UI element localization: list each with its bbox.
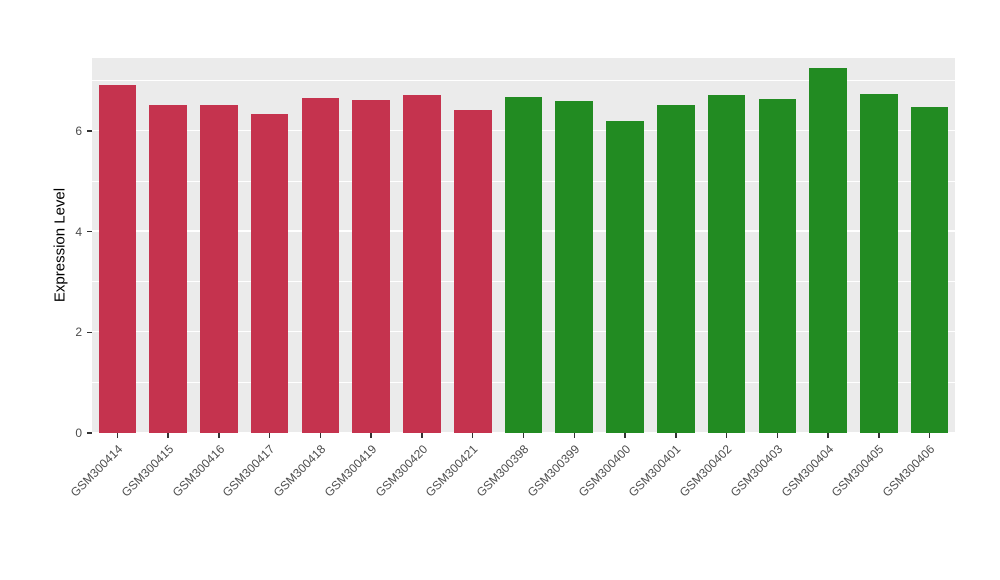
x-tick-label-text: GSM300415 bbox=[118, 442, 177, 500]
x-tick-mark-GSM300419 bbox=[370, 433, 372, 438]
x-tick-mark-GSM300421 bbox=[471, 433, 474, 438]
bar-GSM300405 bbox=[860, 94, 898, 433]
bar-GSM300414 bbox=[98, 84, 137, 433]
bar-GSM300415 bbox=[149, 104, 187, 433]
bar-GSM300402 bbox=[707, 95, 746, 433]
bar-GSM300403 bbox=[758, 99, 797, 433]
x-tick-mark-GSM300403 bbox=[776, 433, 779, 438]
x-tick-label-text: GSM300405 bbox=[829, 442, 887, 500]
x-tick-label-text: GSM300419 bbox=[321, 442, 380, 500]
x-tick-label-text: GSM300399 bbox=[524, 442, 583, 500]
y-axis-title-text: Expression Level bbox=[51, 187, 69, 303]
x-tick-label-text: GSM300418 bbox=[270, 442, 329, 500]
x-tick-mark-GSM300417 bbox=[268, 433, 271, 438]
x-tick-label-text: GSM300404 bbox=[778, 442, 836, 500]
y-tick-mark-4 bbox=[87, 230, 92, 233]
plot-panel bbox=[92, 58, 955, 433]
y-tick-mark-6 bbox=[87, 130, 92, 132]
bar-GSM300420 bbox=[403, 95, 441, 433]
bar-GSM300399 bbox=[555, 100, 594, 433]
x-tick-label-text: GSM300403 bbox=[727, 442, 786, 500]
bar-GSM300416 bbox=[200, 104, 238, 433]
bar-GSM300418 bbox=[301, 97, 340, 433]
x-tick-mark-GSM300402 bbox=[725, 433, 728, 438]
bar-GSM300421 bbox=[453, 109, 492, 433]
x-tick-mark-GSM300398 bbox=[522, 433, 525, 438]
x-tick-label-text: GSM300401 bbox=[626, 442, 684, 500]
y-tick-label-2: 2 bbox=[75, 325, 82, 340]
x-tick-label-text: GSM300420 bbox=[372, 442, 430, 500]
bar-GSM300417 bbox=[250, 114, 289, 433]
gridline-minor-7 bbox=[92, 79, 955, 81]
x-tick-mark-GSM300399 bbox=[573, 433, 575, 438]
x-tick-mark-GSM300418 bbox=[319, 433, 322, 438]
x-tick-label-text: GSM300416 bbox=[169, 442, 227, 500]
x-tick-label-text: GSM300406 bbox=[879, 442, 938, 500]
bar-GSM300398 bbox=[504, 97, 543, 433]
x-tick-label-text: GSM300421 bbox=[423, 442, 481, 500]
bar-GSM300404 bbox=[809, 68, 847, 433]
x-tick-mark-GSM300401 bbox=[675, 433, 677, 438]
y-tick-label-0: 0 bbox=[75, 426, 82, 440]
x-tick-label-text: GSM300398 bbox=[473, 442, 532, 500]
y-tick-label-4: 4 bbox=[75, 224, 82, 239]
x-tick-mark-GSM300404 bbox=[827, 433, 829, 438]
bar-GSM300406 bbox=[910, 107, 949, 433]
bar-GSM300419 bbox=[352, 99, 390, 433]
x-tick-mark-GSM300415 bbox=[167, 433, 169, 438]
x-tick-label-text: GSM300400 bbox=[575, 442, 633, 500]
x-tick-mark-GSM300420 bbox=[421, 433, 423, 438]
x-tick-label-text: GSM300402 bbox=[676, 442, 735, 500]
x-tick-label-text: GSM300414 bbox=[67, 442, 126, 500]
y-tick-mark-2 bbox=[87, 331, 92, 334]
x-tick-mark-GSM300414 bbox=[116, 433, 119, 438]
y-tick-mark-0 bbox=[87, 432, 92, 434]
x-tick-mark-GSM300400 bbox=[624, 433, 626, 438]
x-tick-mark-GSM300405 bbox=[878, 433, 880, 438]
bar-GSM300401 bbox=[657, 104, 695, 433]
x-tick-mark-GSM300406 bbox=[928, 433, 931, 438]
x-tick-mark-GSM300416 bbox=[218, 433, 220, 438]
y-tick-label-6: 6 bbox=[75, 123, 82, 138]
x-tick-label-text: GSM300417 bbox=[220, 442, 278, 500]
bar-GSM300400 bbox=[606, 120, 644, 433]
